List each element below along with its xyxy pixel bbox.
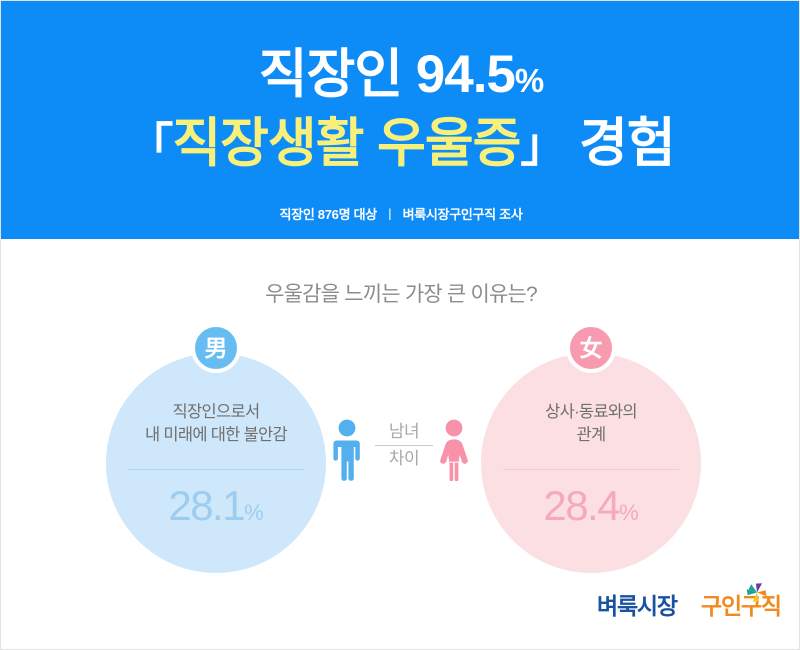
- male-reason-text: 직장인으로서 내 미래에 대한 불안감: [106, 401, 326, 448]
- logo-text-primary: 벼룩시장: [597, 593, 678, 619]
- brand-logo[interactable]: 벼룩시장 구인구직: [597, 583, 782, 619]
- survey-sample-size: 직장인 876명 대상: [279, 207, 378, 222]
- male-percentage-unit: %: [244, 500, 264, 525]
- female-divider: [503, 469, 679, 470]
- headline-prefix: 직장인: [258, 45, 416, 104]
- male-result-bubble: 男 직장인으로서 내 미래에 대한 불안감 28.1%: [106, 323, 326, 573]
- male-figure-icon: [333, 419, 360, 481]
- female-percentage-unit: %: [619, 500, 639, 525]
- male-reason-line-2: 내 미래에 대한 불안감: [145, 426, 288, 445]
- logo-text-secondary: 구인구직: [701, 593, 782, 619]
- close-bracket: 」: [520, 119, 566, 171]
- female-percentage: 28.4%: [481, 481, 701, 531]
- headline-suffix: 경험: [565, 114, 676, 173]
- survey-question: 우울감을 느끼는 가장 큰 이유는?: [265, 283, 538, 306]
- headline-percent-sign: %: [514, 62, 544, 99]
- male-percentage: 28.1%: [106, 481, 326, 531]
- female-reason-text: 상사·동료와의 관계: [481, 401, 701, 448]
- male-gender-badge: 男: [191, 323, 241, 373]
- male-reason-line-1: 직장인으로서: [172, 403, 261, 421]
- pinwheel-icon: [746, 583, 767, 602]
- headline-line-2: 「직장생활 우울증」 경험: [1, 114, 799, 173]
- gender-difference-label: 남녀 차이: [375, 419, 433, 472]
- headline-highlight: 직장생활 우울증: [172, 114, 521, 173]
- female-result-bubble: 女 상사·동료와의 관계 28.4%: [481, 323, 701, 573]
- female-reason-line-2: 관계: [576, 426, 607, 445]
- female-figure-icon: [439, 419, 469, 481]
- survey-source-line: 직장인 876명 대상 ㅣ 벼룩시장구인구직 조사: [1, 204, 799, 223]
- compare-label-line-1: 남녀: [388, 422, 420, 441]
- gender-comparison-group: 남녀 차이: [331, 415, 476, 485]
- headline-number: 94.5: [415, 45, 516, 104]
- female-gender-badge: 女: [566, 323, 616, 373]
- compare-label-line-2: 차이: [388, 449, 420, 468]
- header-banner: 직장인 94.5% 「직장생활 우울증」 경험 직장인 876명 대상 ㅣ 벼룩시장…: [1, 1, 799, 239]
- compare-divider: [375, 445, 433, 446]
- male-divider: [128, 469, 304, 470]
- open-bracket: 「: [127, 119, 173, 171]
- survey-organization: 벼룩시장구인구직 조사: [402, 207, 523, 222]
- male-percentage-number: 28.1: [168, 482, 245, 529]
- headline-line-1: 직장인 94.5%: [1, 45, 799, 104]
- subtitle-separator: ㅣ: [383, 207, 396, 222]
- female-percentage-number: 28.4: [543, 482, 620, 529]
- female-reason-line-1: 상사·동료와의: [545, 403, 637, 421]
